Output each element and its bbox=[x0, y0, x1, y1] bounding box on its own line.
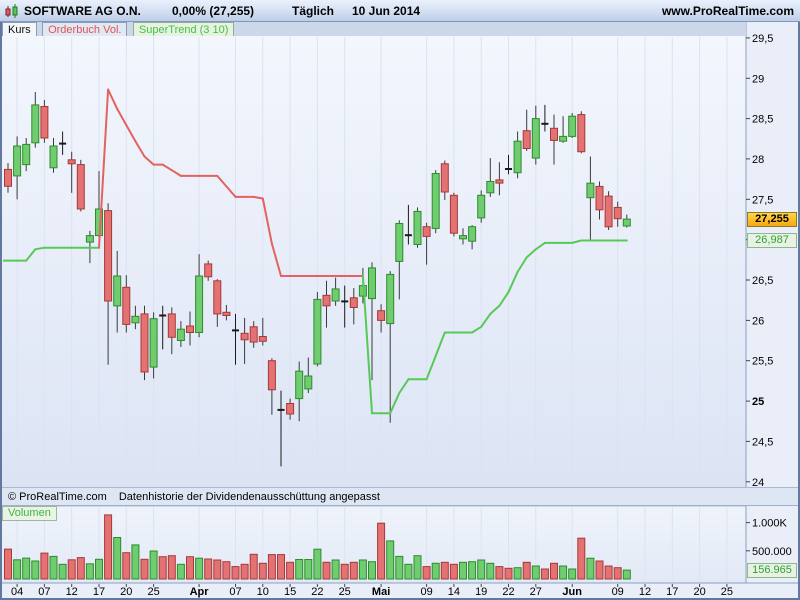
svg-text:25: 25 bbox=[147, 586, 159, 598]
svg-text:09: 09 bbox=[612, 586, 624, 598]
svg-text:20: 20 bbox=[120, 586, 132, 598]
svg-text:04: 04 bbox=[11, 586, 23, 598]
svg-text:07: 07 bbox=[229, 586, 241, 598]
svg-text:25: 25 bbox=[721, 586, 733, 598]
svg-text:24,5: 24,5 bbox=[752, 436, 773, 448]
svg-text:09: 09 bbox=[420, 586, 432, 598]
status-bar: © ProRealTime.com Datenhistorie der Divi… bbox=[2, 487, 798, 506]
instrument-name: SOFTWARE AG O.N. bbox=[24, 4, 141, 18]
svg-text:22: 22 bbox=[502, 586, 514, 598]
svg-text:29: 29 bbox=[752, 73, 764, 85]
svg-text:500.000: 500.000 bbox=[752, 546, 792, 558]
svg-text:26,5: 26,5 bbox=[752, 275, 773, 287]
last-date-label: 10 Jun 2014 bbox=[352, 4, 421, 18]
svg-text:28: 28 bbox=[752, 154, 764, 166]
svg-text:1.000K: 1.000K bbox=[752, 518, 788, 530]
last-volume-badge: 156.965 bbox=[747, 563, 797, 578]
timeframe-label: Täglich bbox=[292, 4, 335, 18]
last-price-badge: 27,255 bbox=[747, 212, 797, 227]
supertrend-value-badge: 26,987 bbox=[747, 233, 797, 248]
svg-text:17: 17 bbox=[93, 586, 105, 598]
site-label: www.ProRealTime.com bbox=[661, 4, 794, 18]
svg-text:24: 24 bbox=[752, 477, 764, 489]
svg-text:17: 17 bbox=[666, 586, 678, 598]
tab-orderbuch-vol[interactable]: Orderbuch Vol. bbox=[42, 22, 128, 36]
svg-text:28,5: 28,5 bbox=[752, 114, 773, 126]
svg-text:Mai: Mai bbox=[372, 586, 390, 598]
tab-supertrend[interactable]: SuperTrend (3 10) bbox=[132, 22, 235, 36]
svg-text:26: 26 bbox=[752, 315, 764, 327]
tab-volumen[interactable]: Volumen bbox=[2, 506, 57, 521]
chart-tabs: Kurs Orderbuch Vol. SuperTrend (3 10) bbox=[2, 22, 746, 36]
svg-text:15: 15 bbox=[284, 586, 296, 598]
svg-text:27,5: 27,5 bbox=[752, 194, 773, 206]
chart-header: SOFTWARE AG O.N. 0,00% (27,255) Täglich … bbox=[0, 0, 800, 22]
svg-text:12: 12 bbox=[639, 586, 651, 598]
copyright-label: © ProRealTime.com bbox=[8, 491, 107, 503]
svg-text:25: 25 bbox=[752, 396, 764, 408]
svg-text:07: 07 bbox=[38, 586, 50, 598]
dividend-notice: Datenhistorie der Dividendenausschüttung… bbox=[118, 491, 380, 503]
svg-text:Apr: Apr bbox=[190, 586, 210, 598]
svg-text:25: 25 bbox=[339, 586, 351, 598]
svg-text:25,5: 25,5 bbox=[752, 356, 773, 368]
svg-text:29,5: 29,5 bbox=[752, 33, 773, 45]
svg-text:10: 10 bbox=[257, 586, 269, 598]
svg-text:20: 20 bbox=[693, 586, 705, 598]
svg-text:12: 12 bbox=[66, 586, 78, 598]
svg-text:Jun: Jun bbox=[562, 586, 582, 598]
svg-text:27: 27 bbox=[530, 586, 542, 598]
svg-text:14: 14 bbox=[448, 586, 460, 598]
price-change: 0,00% (27,255) bbox=[172, 4, 255, 18]
tab-kurs[interactable]: Kurs bbox=[2, 22, 37, 36]
candlestick-logo-icon bbox=[5, 4, 18, 18]
svg-text:19: 19 bbox=[475, 586, 487, 598]
svg-text:22: 22 bbox=[311, 586, 323, 598]
